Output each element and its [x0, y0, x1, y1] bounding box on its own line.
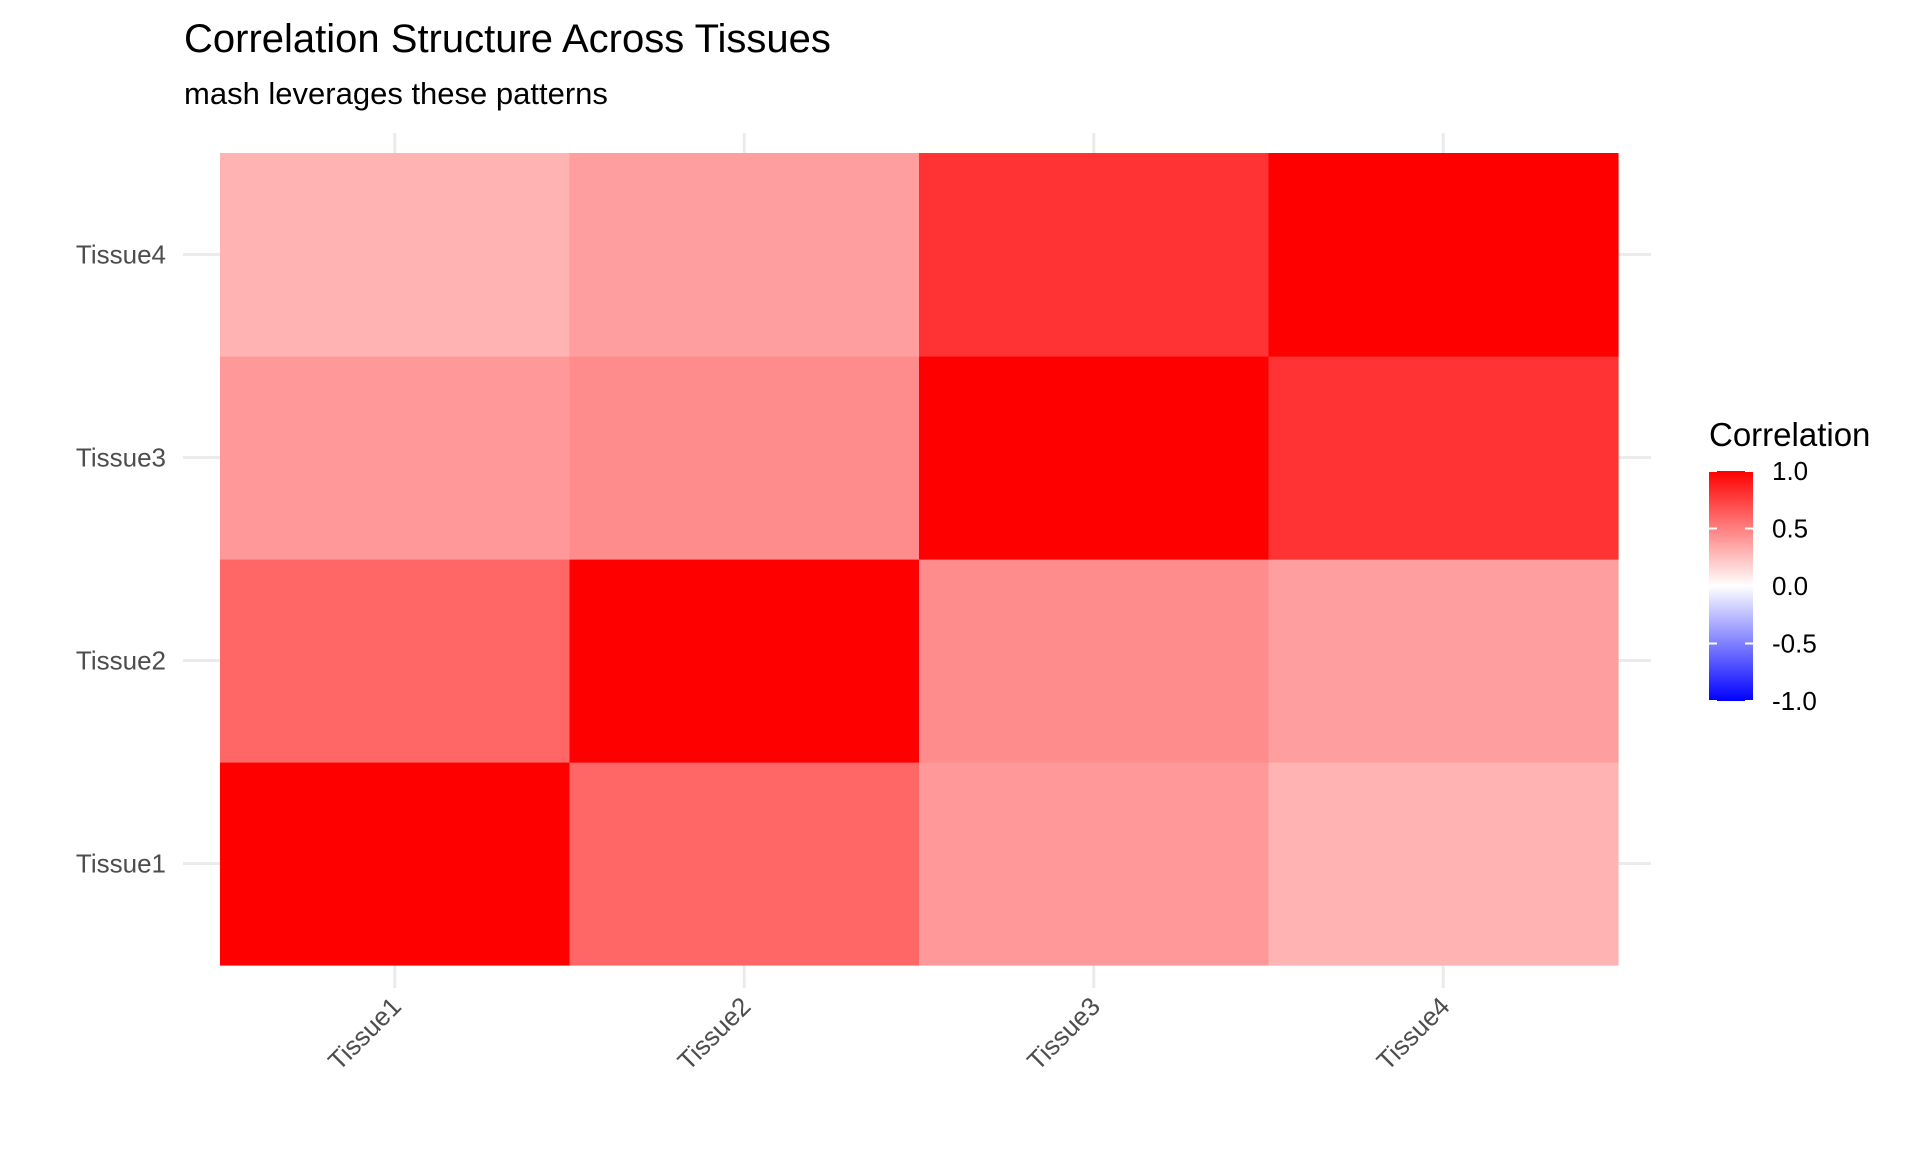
legend: Correlation 1.0 0.5 0.0 -0.5 -1.0 [1709, 416, 1870, 716]
heatmap-cell-tissue4-tissue3 [1268, 356, 1619, 560]
y-tick-label: Tissue3 [76, 443, 166, 473]
heatmap-cell-tissue2-tissue1 [569, 762, 920, 966]
y-tick-label: Tissue4 [76, 240, 166, 270]
heatmap-cell-tissue1-tissue1 [220, 762, 571, 966]
x-axis: Tissue1 Tissue2 Tissue3 Tissue4 [322, 974, 1455, 1076]
legend-tick-label: -0.5 [1772, 629, 1817, 659]
legend-tick-label: -1.0 [1772, 686, 1817, 716]
legend-tick-label: 0.5 [1772, 514, 1808, 544]
heatmap-cell-tissue4-tissue2 [1268, 559, 1619, 763]
x-tick-label: Tissue1 [322, 991, 407, 1076]
legend-title: Correlation [1709, 416, 1870, 453]
heatmap-cell-tissue1-tissue4 [220, 153, 571, 357]
heatmap-cell-tissue2-tissue4 [569, 153, 920, 357]
heatmap-cell-tissue3-tissue4 [919, 153, 1270, 357]
heatmap-cell-tissue1-tissue3 [220, 356, 571, 560]
heatmap-cell-tissue3-tissue1 [919, 762, 1270, 966]
y-tick-label: Tissue2 [76, 646, 166, 676]
heatmap-cell-tissue2-tissue3 [569, 356, 920, 560]
heatmap-cell-tissue3-tissue3 [919, 356, 1270, 560]
heatmap-cell-tissue1-tissue2 [220, 559, 571, 763]
legend-ticks: 1.0 0.5 0.0 -0.5 -1.0 [1709, 456, 1817, 716]
legend-tick-label: 1.0 [1772, 456, 1808, 486]
heatmap-cell-tissue2-tissue2 [569, 559, 920, 763]
x-tick-label: Tissue4 [1371, 991, 1456, 1076]
y-tick-label: Tissue1 [76, 849, 166, 879]
heatmap-cell-tissue3-tissue2 [919, 559, 1270, 763]
heatmap-cell-tissue4-tissue4 [1268, 153, 1619, 357]
legend-tick-label: 0.0 [1772, 571, 1808, 601]
heatmap-cells [220, 153, 1619, 966]
x-tick-label: Tissue2 [672, 991, 757, 1076]
x-tick-label: Tissue3 [1021, 991, 1106, 1076]
heatmap-cell-tissue4-tissue1 [1268, 762, 1619, 966]
y-axis: Tissue1 Tissue2 Tissue3 Tissue4 [76, 240, 197, 879]
chart-subtitle: mash leverages these patterns [184, 76, 608, 111]
chart-title: Correlation Structure Across Tissues [184, 17, 831, 61]
